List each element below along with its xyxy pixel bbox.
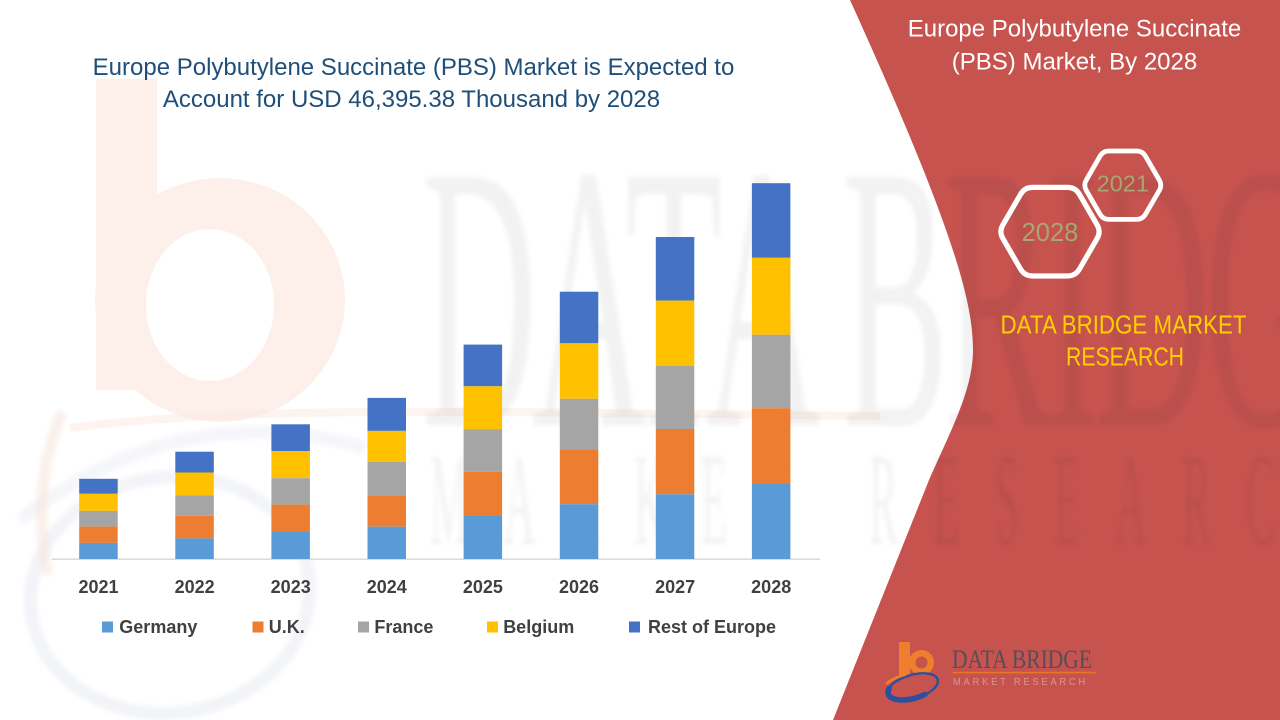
svg-text:2026: 2026 [559,577,599,597]
svg-text:DATA BRIDGE MARKET: DATA BRIDGE MARKET [1001,310,1247,340]
svg-text:(PBS) Market, By 2028: (PBS) Market, By 2028 [952,49,1197,76]
svg-text:Germany: Germany [119,617,197,637]
svg-text:Rest of Europe: Rest of Europe [648,617,776,637]
svg-text:Belgium: Belgium [503,617,574,637]
svg-text:2021: 2021 [1097,171,1149,197]
svg-text:RESEARCH: RESEARCH [1066,342,1184,372]
svg-text:Account for USD 46,395.38 Thou: Account for USD 46,395.38 Thousand by 20… [163,86,660,113]
svg-text:U.K.: U.K. [269,617,305,637]
svg-text:Europe Polybutylene Succinate: Europe Polybutylene Succinate (PBS) Mark… [93,54,735,81]
svg-text:2027: 2027 [655,577,695,597]
svg-text:2022: 2022 [175,577,215,597]
svg-text:2024: 2024 [367,577,407,597]
svg-text:MARKET RESEARCH: MARKET RESEARCH [953,677,1088,688]
svg-text:France: France [374,617,433,637]
svg-text:Europe Polybutylene Succinate: Europe Polybutylene Succinate [908,16,1242,43]
svg-text:2025: 2025 [463,577,503,597]
svg-text:2028: 2028 [751,577,791,597]
svg-text:2023: 2023 [271,577,311,597]
svg-text:2028: 2028 [1022,219,1079,247]
svg-text:2021: 2021 [78,577,118,597]
svg-text:DATA BRIDGE: DATA BRIDGE [952,645,1092,674]
